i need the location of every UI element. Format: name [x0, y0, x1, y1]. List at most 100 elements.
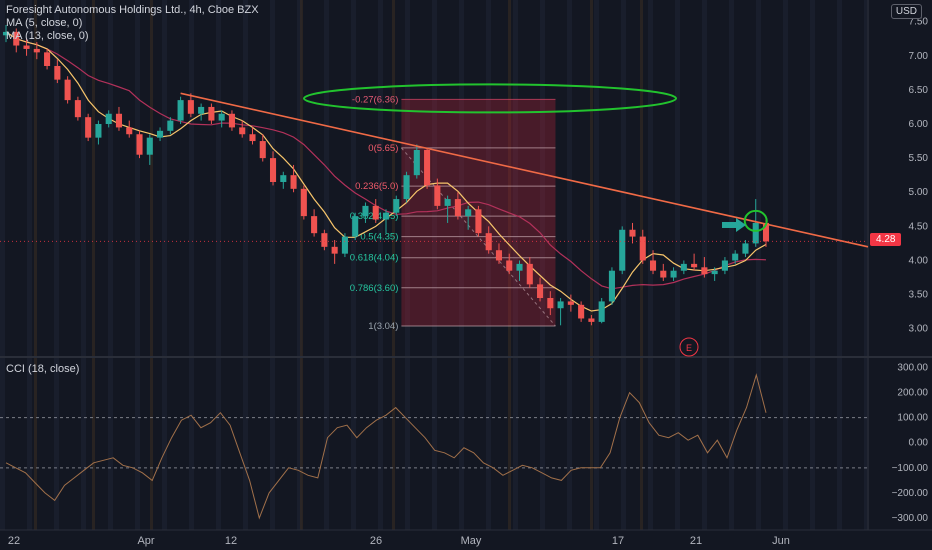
session-stripe — [216, 0, 221, 530]
session-stripe — [567, 0, 572, 530]
price-axis-tick: 6.00 — [909, 119, 929, 130]
cci-axis-tick: −200.00 — [892, 488, 929, 499]
candle-body — [146, 137, 153, 155]
cci-axis-tick: 100.00 — [897, 413, 928, 424]
candle-body — [670, 270, 677, 278]
session-stripe — [756, 0, 761, 530]
candle-body — [711, 270, 718, 275]
candle-body — [403, 175, 410, 200]
price-axis-tick: 6.50 — [909, 85, 929, 96]
candle-body — [516, 263, 523, 271]
descending-trendline — [180, 92, 869, 248]
candle-body — [23, 45, 30, 49]
candle-body — [721, 260, 728, 271]
cci-axis-tick: 0.00 — [909, 438, 929, 449]
ma5-legend: MA (5, close, 0) — [6, 17, 83, 29]
session-stripe — [0, 0, 5, 530]
arrow-icon — [736, 217, 746, 232]
price-axis-tick: 7.00 — [909, 51, 929, 62]
candle-body — [660, 270, 667, 278]
cci-axis-tick: 200.00 — [897, 388, 928, 399]
candle-body — [54, 66, 61, 80]
candle-body — [393, 199, 400, 213]
session-stripe — [392, 0, 395, 530]
cci-line — [5, 373, 767, 520]
time-axis-tick: 21 — [690, 535, 702, 547]
session-stripe — [594, 0, 599, 530]
candle-body — [362, 205, 369, 217]
cci-legend: CCI (18, close) — [6, 363, 80, 375]
time-axis-tick: 22 — [8, 535, 20, 547]
candle-body — [167, 120, 174, 131]
session-stripe — [34, 0, 37, 530]
candle-body — [228, 113, 235, 128]
price-axis-tick: 3.00 — [909, 324, 929, 335]
candle-body — [74, 100, 81, 118]
session-stripe — [135, 0, 140, 530]
session-stripe — [162, 0, 167, 530]
session-stripe — [300, 0, 303, 530]
candle-body — [495, 250, 503, 261]
session-stripe — [243, 0, 248, 530]
candle-body — [136, 134, 143, 155]
candle-body — [218, 113, 225, 121]
candle-body — [424, 149, 431, 186]
time-axis-tick: 12 — [225, 535, 237, 547]
candle-body — [85, 117, 92, 138]
session-stripe — [729, 0, 734, 530]
candle-body — [465, 209, 472, 217]
cci-axis-tick: −100.00 — [892, 463, 929, 474]
candle-body — [506, 260, 513, 271]
cci-axis-tick: −300.00 — [892, 513, 929, 524]
candle-body — [701, 267, 708, 275]
session-stripe — [351, 0, 356, 530]
fib-level-label: 0(5.65) — [368, 143, 398, 154]
session-stripe — [486, 0, 491, 530]
session-stripe — [432, 0, 437, 530]
chart-title: Foresight Autonomous Holdings Ltd., 4h, … — [6, 4, 259, 16]
session-stripe — [540, 0, 545, 530]
candle-body — [413, 149, 420, 176]
ma13-legend: MA (13, close, 0) — [6, 30, 89, 42]
session-stripe — [27, 0, 32, 530]
candle-body — [126, 127, 133, 135]
currency-selector[interactable]: USD — [890, 4, 922, 19]
candle-body — [475, 209, 482, 234]
candle-body — [331, 246, 338, 254]
candle-body — [578, 304, 585, 319]
candle-body — [269, 158, 277, 182]
candle-body — [382, 212, 390, 220]
candle-body — [187, 100, 194, 114]
price-axis-tick: 3.50 — [909, 290, 929, 301]
candle-body — [567, 301, 574, 305]
time-axis-tick: Jun — [772, 535, 790, 547]
session-stripe — [378, 0, 383, 530]
session-stripe — [864, 0, 869, 530]
session-stripe — [297, 0, 302, 530]
candle-body — [208, 106, 215, 121]
candle-body — [547, 298, 554, 309]
breakout-circle — [743, 209, 768, 232]
candle-body — [95, 124, 102, 138]
session-stripe — [513, 0, 518, 530]
session-stripe — [459, 0, 464, 530]
candle-body — [239, 127, 246, 135]
session-stripe — [783, 0, 788, 530]
candle-body — [290, 175, 297, 189]
earnings-marker-label: E — [686, 343, 692, 353]
session-stripe — [54, 0, 59, 530]
cci-axis-tick: 300.00 — [897, 363, 928, 374]
candle-body — [732, 253, 739, 261]
session-stripe — [150, 0, 153, 530]
candle-body — [639, 236, 646, 261]
candle-body — [619, 229, 626, 271]
candle-body — [2, 31, 10, 36]
session-stripe — [640, 0, 643, 530]
candle-body — [249, 134, 256, 142]
arrow-icon-shaft — [722, 221, 736, 228]
candle-body — [454, 199, 461, 217]
candle-body — [198, 106, 205, 114]
candle-body — [105, 113, 112, 124]
candle-body — [608, 270, 615, 302]
